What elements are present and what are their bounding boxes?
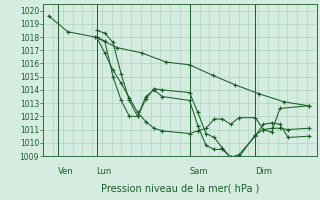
Text: Dim: Dim (255, 167, 272, 176)
Text: Pression niveau de la mer( hPa ): Pression niveau de la mer( hPa ) (101, 183, 259, 193)
Text: Lun: Lun (97, 167, 112, 176)
Text: Ven: Ven (58, 167, 74, 176)
Text: Sam: Sam (189, 167, 208, 176)
